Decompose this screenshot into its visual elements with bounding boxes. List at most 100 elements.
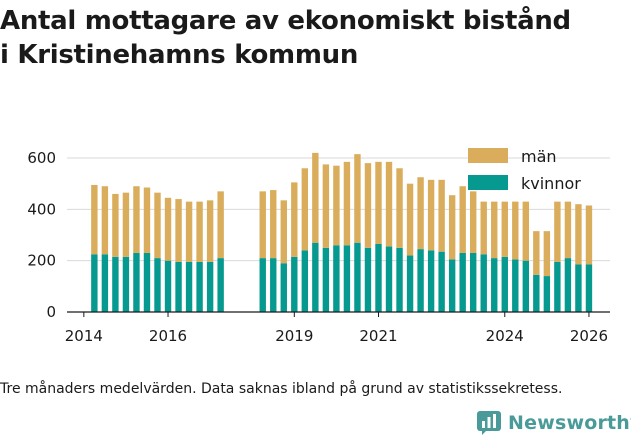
y-tick-label: 0 [46,303,56,321]
footnote: Tre månaders medelvärden. Data saknas ib… [0,381,563,397]
bar-kvinnor [322,247,330,312]
bar-man [312,152,319,243]
bar-kvinnor [480,254,487,312]
bar-kvinnor [91,254,98,312]
bar-kvinnor [301,250,309,312]
bar-kvinnor [491,258,498,312]
bar-man [101,186,109,255]
x-tick-label: 2019 [275,327,313,345]
bar-man [343,161,351,246]
bar-kvinnor [333,245,340,312]
bar-kvinnor [164,260,172,312]
bar-kvinnor [175,261,182,312]
bar-man [512,201,519,260]
legend-label: män [521,147,557,166]
bars [91,152,593,312]
bar-kvinnor [133,252,140,312]
bar-man [438,179,445,252]
bar-man [122,192,130,257]
bar-man [533,231,540,275]
bar-kvinnor [396,247,403,312]
bar-kvinnor [217,258,224,312]
bar-man [364,163,372,248]
bar-man [301,168,309,251]
bar-kvinnor [427,250,435,312]
bar-man [427,179,435,251]
y-tick-label: 200 [27,252,56,270]
bar-kvinnor [469,252,477,312]
brand[interactable]: Newsworthy [476,408,631,438]
bar-man [91,184,98,255]
bar-man [196,201,203,262]
x-tick-label: 2016 [149,327,187,345]
bar-kvinnor [543,276,551,312]
y-axis: 0 200 400 600 [27,149,56,321]
bar-man [133,186,140,253]
bar-man [333,165,340,246]
y-tick-label: 600 [27,149,56,167]
bar-man [417,177,424,250]
bar-kvinnor [585,264,593,312]
bar-kvinnor [122,256,130,312]
bar-kvinnor [143,252,151,312]
bar-man [206,200,214,262]
legend-label: kvinnor [521,174,581,193]
bar-man [522,201,530,261]
bar-kvinnor [343,245,351,312]
bar-kvinnor [385,246,393,312]
bar-kvinnor [354,242,361,312]
bar-kvinnor [438,251,445,312]
x-tick-label: 2014 [65,327,103,345]
bar-kvinnor [259,258,266,312]
bar-man [396,168,403,248]
bar-kvinnor [406,255,414,312]
bar-man [185,201,193,262]
bar-kvinnor [459,252,466,312]
newsworthy-logo-icon [477,411,501,435]
bar-man [501,201,508,257]
bar-kvinnor [501,256,508,312]
bar-man [154,192,161,259]
legend-swatch [468,175,508,190]
bar-man [575,204,582,265]
x-axis: 2014 2016 2019 2021 2024 2026 [65,311,610,345]
x-tick-label: 2024 [486,327,524,345]
bar-kvinnor [154,258,161,312]
bar-man [459,186,466,253]
bar-man [291,182,298,257]
bar-kvinnor [280,263,287,312]
x-tick-label: 2021 [359,327,397,345]
bar-man [564,201,572,259]
bar-man [143,187,151,253]
bar-man [270,190,277,259]
y-tick-label: 400 [27,200,56,218]
bar-kvinnor [448,259,456,312]
bar-kvinnor [533,274,540,312]
bar-man [491,201,498,259]
legend-swatch [468,148,508,163]
bar-man [259,191,266,259]
bar-man [406,183,414,256]
chart-title-line-2: i Kristinehamns kommun [0,40,359,70]
bar-man [354,154,361,243]
bar-man [448,195,456,260]
chart-title-line-1: Antal mottagare av ekonomiskt bistånd [0,6,571,36]
bar-man [375,161,382,244]
bar-kvinnor [417,249,424,312]
brand-name: Newsworthy [508,412,631,434]
bar-kvinnor [196,261,203,312]
bar-man [164,197,172,261]
x-tick-label: 2026 [570,327,608,345]
bar-kvinnor [206,261,214,312]
bar-kvinnor [291,256,298,312]
bar-kvinnor [364,247,372,312]
bar-kvinnor [375,243,382,312]
bar-kvinnor [575,264,582,312]
bar-man [585,205,593,265]
bar-man [543,231,551,277]
bar-kvinnor [554,261,561,312]
bar-man [469,191,477,253]
bar-kvinnor [270,258,277,312]
bar-man [385,161,393,247]
bar-man [554,201,561,262]
